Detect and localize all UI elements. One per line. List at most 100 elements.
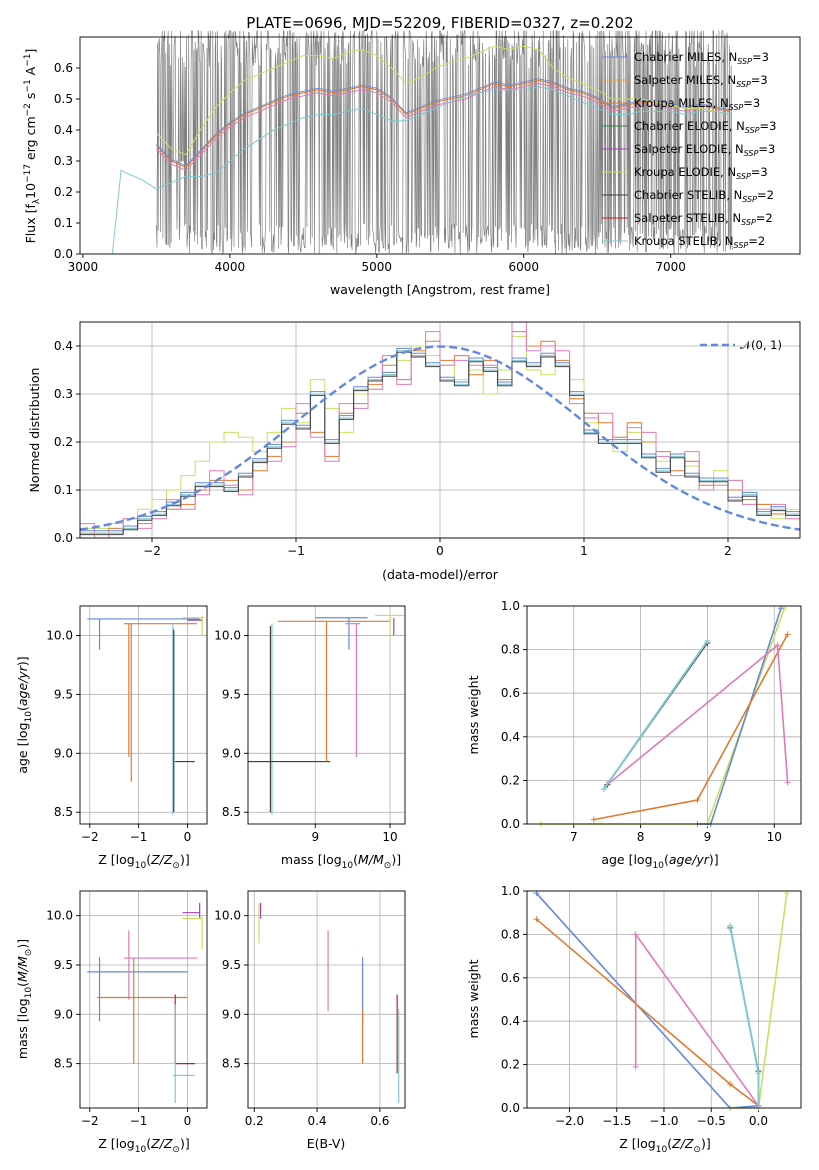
mass-z-xtick-label: −1 — [130, 1114, 148, 1128]
age-z-xtick-label: −2 — [81, 830, 99, 844]
age-mass-xlabel: mass [log10(M/M⊙)] — [281, 852, 401, 871]
weight-age-line — [593, 633, 789, 821]
age-mass-ytick-label: 8.5 — [222, 805, 241, 819]
figure-title: PLATE=0696, MJD=52209, FIBERID=0327, z=0… — [246, 14, 633, 32]
spectrum-ytick-label: 0.5 — [54, 92, 73, 106]
spectrum-ytick-label: 0.3 — [54, 154, 73, 168]
age-z-xtick-label: −1 — [130, 830, 148, 844]
spectrum-legend-label: Salpeter ELODIE, NSSP=3 — [634, 142, 775, 158]
mass-ebv-ytick-label: 9.0 — [222, 1007, 241, 1021]
weight-age-ytick-label: 0.4 — [501, 730, 520, 744]
residual-ytick-label: 0.3 — [54, 387, 73, 401]
spectrum-xlabel: wavelength [Angstrom, rest frame] — [330, 282, 550, 297]
spectrum-legend-label: Chabrier ELODIE, NSSP=3 — [634, 119, 776, 135]
spectrum-model-kroupa-stelib — [111, 86, 730, 255]
weight-age-xtick-label: 9 — [704, 830, 712, 844]
residual-xtick-label: −1 — [287, 544, 305, 558]
residual-xlabel: (data-model)/error — [382, 567, 499, 582]
mass-ebv-xtick-label: 0.6 — [370, 1114, 389, 1128]
mass-z-xtick-label: −2 — [81, 1114, 99, 1128]
age-mass-panel: 9 10 8.5 9.0 9.5 10.0 mass [log10(M/M⊙)] — [214, 605, 406, 871]
age-z-ytick-label: 10.0 — [46, 628, 73, 642]
mass-z-ytick-label: 10.0 — [46, 909, 73, 923]
weight-z-ytick-label: 1.0 — [501, 884, 520, 898]
spectrum-ytick-label: 0.1 — [54, 216, 73, 230]
weight-z-xtick-label: −1.5 — [602, 1114, 631, 1128]
spectrum-legend-label: Salpeter STELIB, NSSP=2 — [634, 211, 773, 227]
mass-z-ytick-label: 9.0 — [54, 1007, 73, 1021]
spectrum-model-pink — [156, 82, 730, 171]
mass-z-ytick-label: 9.5 — [54, 958, 73, 972]
mass-ebv-ytick-label: 10.0 — [214, 909, 241, 923]
residual-hist-chabrier-stelib — [80, 351, 800, 536]
residual-xtick-label: −2 — [143, 544, 161, 558]
residual-ylabel: Normed distribution — [27, 368, 42, 493]
residual-panel: −2 −1 0 1 2 0.0 0.1 0.2 0.3 0.4 (data-model)/erro… — [27, 321, 801, 582]
weight-age-panel: 7 8 9 10 0.0 0.2 0.4 0.6 0.8 1.0 age [log10(age/y… — [466, 599, 802, 871]
residual-ytick-label: 0.1 — [54, 483, 73, 497]
weight-z-xlabel: Z [log10(Z/Z⊙)] — [619, 1136, 710, 1155]
spectrum-legend-label: Chabrier STELIB, NSSP=2 — [634, 188, 774, 204]
residual-hist-pink — [80, 321, 800, 539]
age-z-xlabel: Z [log10(Z/Z⊙)] — [98, 852, 189, 871]
weight-z-ytick-label: 0.4 — [501, 1014, 520, 1028]
mass-ebv-xtick-label: 0.2 — [245, 1114, 264, 1128]
weight-age-ytick-label: 1.0 — [501, 599, 520, 613]
weight-age-ytick-label: 0.2 — [501, 773, 520, 787]
residual-xtick-label: 1 — [580, 544, 588, 558]
weight-z-ytick-label: 0.0 — [501, 1101, 520, 1115]
spectrum-legend: Chabrier MILES, NSSP=3 Salpeter MILES, NS… — [602, 50, 776, 250]
weight-age-line — [606, 643, 789, 786]
spectrum-ytick-label: 0.2 — [54, 185, 73, 199]
age-z-ylabel: age [log10(age/yr)] — [15, 656, 34, 773]
weight-age-xtick-label: 10 — [767, 830, 782, 844]
mass-ebv-ytick-label: 8.5 — [222, 1057, 241, 1071]
residual-ytick-label: 0.4 — [54, 339, 73, 353]
spectrum-xtick-label: 4000 — [215, 260, 246, 274]
spectrum-legend-label: Kroupa STELIB, NSSP=2 — [634, 234, 765, 250]
weight-z-ylabel: mass weight — [466, 959, 481, 1038]
weight-age-ytick-label: 0.0 — [501, 817, 520, 831]
weight-age-xtick-label: 7 — [570, 830, 578, 844]
age-z-panel: −2 −1 0 8.5 9.0 9.5 10.0 Z [log10(Z/Z⊙)] age [… — [15, 605, 208, 871]
spectrum-xtick-label: 6000 — [508, 260, 539, 274]
mass-z-xtick-label: 0 — [184, 1114, 192, 1128]
weight-age-xtick-label: 8 — [637, 830, 645, 844]
spectrum-ytick-label: 0.4 — [54, 123, 73, 137]
age-mass-ytick-label: 10.0 — [214, 628, 241, 642]
weight-age-line — [540, 607, 786, 825]
weight-z-ytick-label: 0.8 — [501, 927, 520, 941]
weight-z-panel: −2.0 −1.5 −1.0 −0.5 0.0 0.0 0.2 0.4 0.6 0.8 1.0 Z … — [466, 884, 802, 1155]
weight-age-ytick-label: 0.6 — [501, 686, 520, 700]
spectrum-model-chabrier-miles — [156, 78, 730, 167]
age-z-xtick-label: 0 — [184, 830, 192, 844]
weight-z-ytick-label: 0.2 — [501, 1058, 520, 1072]
spectrum-legend-label: Kroupa MILES, NSSP=3 — [634, 96, 760, 112]
age-mass-ytick-label: 9.0 — [222, 746, 241, 760]
weight-z-ytick-label: 0.6 — [501, 971, 520, 985]
spectrum-data-line — [156, 30, 733, 255]
weight-z-xtick-label: −2.0 — [555, 1114, 584, 1128]
age-mass-ytick-label: 9.5 — [222, 687, 241, 701]
mass-ebv-panel: 0.2 0.4 0.6 8.5 9.0 9.5 10.0 E(B-V) — [214, 890, 406, 1151]
residual-ytick-label: 0.0 — [54, 531, 73, 545]
spectrum-ylabel: Flux [fλ10−17 erg cm−2 s−1 A−1] — [23, 49, 42, 244]
mass-z-xlabel: Z [log10(Z/Z⊙)] — [98, 1136, 189, 1155]
spectrum-xtick-label: 7000 — [655, 260, 686, 274]
weight-age-xlabel: age [log10(age/yr)] — [601, 852, 718, 871]
mass-ebv-xlabel: E(B-V) — [307, 1136, 346, 1151]
age-z-ytick-label: 9.5 — [54, 687, 73, 701]
spectrum-legend-label: Kroupa ELODIE, NSSP=3 — [634, 165, 768, 181]
mass-z-ylabel: mass [log10(M/M⊙)] — [15, 939, 34, 1059]
weight-z-line — [729, 925, 760, 1108]
mass-ebv-xtick-label: 0.4 — [308, 1114, 327, 1128]
spectrum-xtick-label: 5000 — [362, 260, 393, 274]
age-mass-xtick-label: 9 — [311, 830, 319, 844]
weight-z-xtick-label: −0.5 — [697, 1114, 726, 1128]
spectrum-ytick-label: 0.0 — [54, 247, 73, 261]
residual-gaussian-curve — [79, 345, 801, 531]
weight-age-line — [603, 640, 709, 790]
spectrum-ytick-label: 0.6 — [54, 61, 73, 75]
residual-xtick-label: 2 — [724, 544, 732, 558]
spectrum-model-kroupa-miles — [156, 79, 730, 168]
